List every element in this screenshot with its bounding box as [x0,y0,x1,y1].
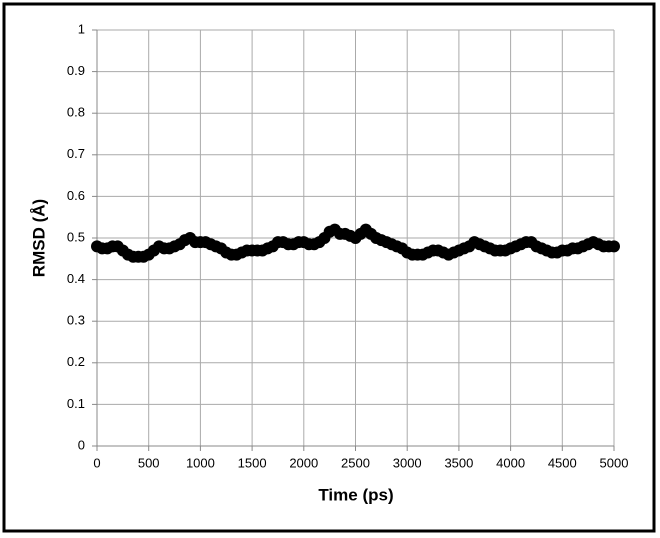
y-tick-label: 0.2 [67,354,85,369]
x-tick-label: 4500 [548,455,577,470]
x-tick-label: 2000 [289,455,318,470]
x-tick-label: 0 [93,455,100,470]
x-tick-label: 5000 [600,455,629,470]
y-tick-label: 0.8 [67,105,85,120]
y-tick-label: 0.3 [67,313,85,328]
y-tick-label: 0.1 [67,396,85,411]
y-axis-label: RMSD (Å) [29,199,48,277]
y-tick-label: 0 [78,437,85,452]
x-tick-label: 1500 [238,455,267,470]
x-axis-label: Time (ps) [318,485,393,504]
y-tick-label: 0.9 [67,63,85,78]
frame [2,2,656,533]
y-tick-label: 0.7 [67,146,85,161]
data-point [608,240,620,253]
y-tick-label: 0.4 [67,271,85,286]
y-tick-label: 1 [78,21,85,36]
x-tick-label: 500 [138,455,160,470]
y-tick-label: 0.5 [67,229,85,244]
x-tick-label: 4000 [496,455,525,470]
x-tick-label: 3000 [393,455,422,470]
x-tick-label: 2500 [341,455,370,470]
x-tick-label: 3500 [444,455,473,470]
y-tick-label: 0.6 [67,188,85,203]
x-tick-label: 1000 [186,455,215,470]
